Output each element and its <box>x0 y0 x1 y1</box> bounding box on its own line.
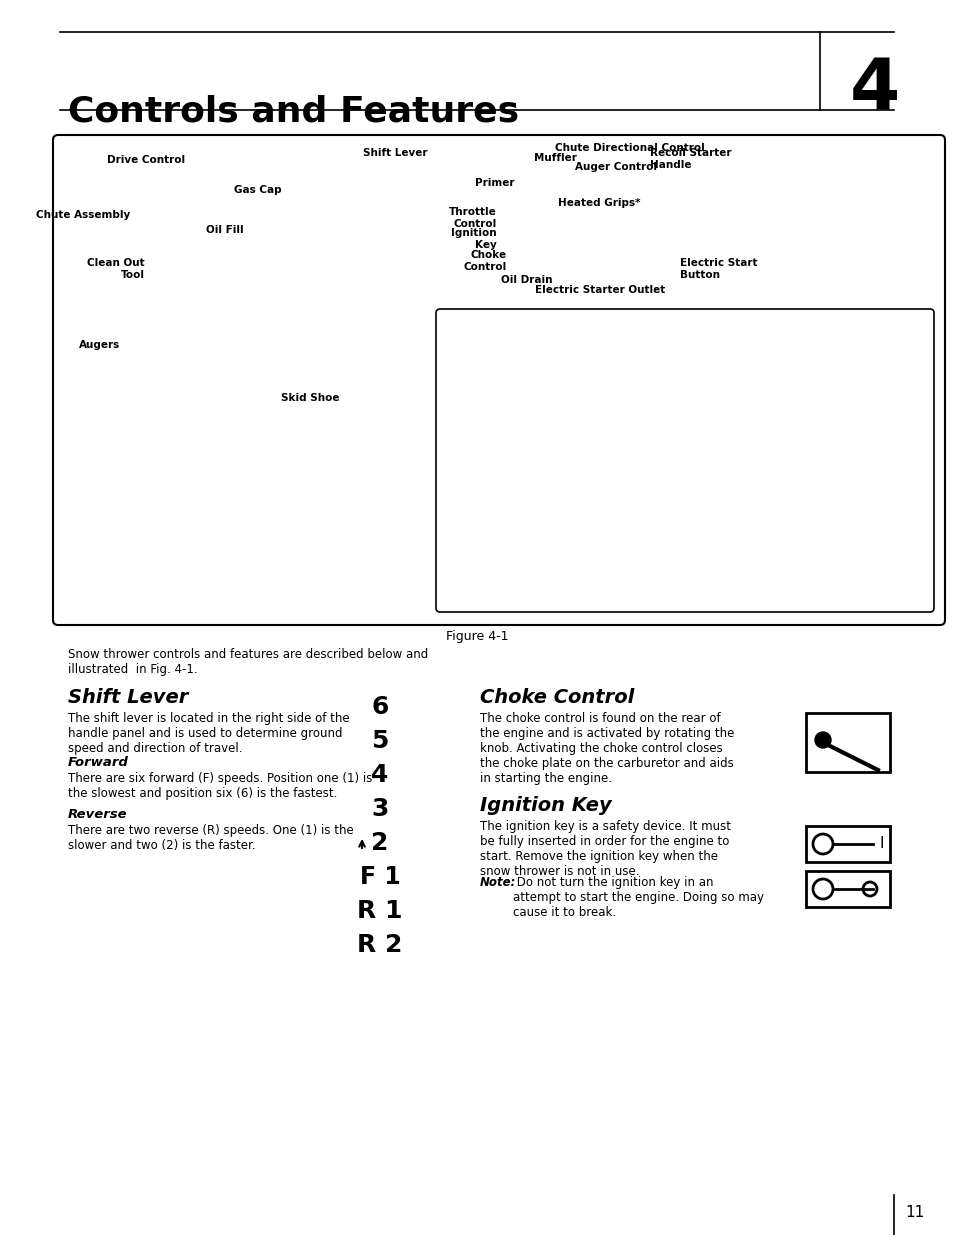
Text: 6: 6 <box>371 695 388 719</box>
Text: Auger Control: Auger Control <box>575 162 657 172</box>
Text: Figure 4-1: Figure 4-1 <box>445 630 508 643</box>
Text: R 2: R 2 <box>357 932 402 957</box>
Text: Ignition
Key: Ignition Key <box>451 228 497 249</box>
Text: Reverse: Reverse <box>68 808 128 821</box>
Text: There are two reverse (R) speeds. One (1) is the
slower and two (2) is the faste: There are two reverse (R) speeds. One (1… <box>68 824 354 852</box>
Text: There are six forward (F) speeds. Position one (1) is
the slowest and position s: There are six forward (F) speeds. Positi… <box>68 772 372 800</box>
Text: 3: 3 <box>371 797 388 821</box>
Text: Shift Lever: Shift Lever <box>68 688 188 706</box>
Text: 4: 4 <box>371 763 388 787</box>
Text: 5: 5 <box>371 729 388 753</box>
Text: 11: 11 <box>904 1205 923 1220</box>
Text: Oil Drain: Oil Drain <box>500 275 552 285</box>
FancyBboxPatch shape <box>436 309 933 613</box>
Text: F 1: F 1 <box>359 864 400 889</box>
FancyBboxPatch shape <box>53 135 944 625</box>
Circle shape <box>814 732 830 748</box>
Text: Clean Out
Tool: Clean Out Tool <box>88 258 145 279</box>
FancyBboxPatch shape <box>805 826 889 862</box>
Text: Throttle
Control: Throttle Control <box>449 207 497 228</box>
Text: Controls and Features: Controls and Features <box>68 95 518 128</box>
Text: The shift lever is located in the right side of the
handle panel and is used to : The shift lever is located in the right … <box>68 713 349 755</box>
Text: Oil Fill: Oil Fill <box>206 225 244 235</box>
Text: The ignition key is a safety device. It must
be fully inserted in order for the : The ignition key is a safety device. It … <box>479 820 730 878</box>
Text: Primer: Primer <box>475 178 515 188</box>
Text: Note:: Note: <box>479 876 516 889</box>
Text: Snow thrower controls and features are described below and
illustrated  in Fig. : Snow thrower controls and features are d… <box>68 648 428 676</box>
Text: Choke Control: Choke Control <box>479 688 634 706</box>
Text: Augers: Augers <box>79 340 120 350</box>
Text: Drive Control: Drive Control <box>107 156 185 165</box>
Text: Electric Start
Button: Electric Start Button <box>679 258 757 279</box>
Text: Heated Grips*: Heated Grips* <box>558 198 639 207</box>
Text: Skid Shoe: Skid Shoe <box>280 393 339 403</box>
Text: Forward: Forward <box>68 756 129 769</box>
Text: 4: 4 <box>849 56 900 124</box>
Text: Muffler: Muffler <box>533 153 576 163</box>
Text: Electric Starter Outlet: Electric Starter Outlet <box>535 285 664 295</box>
Text: I: I <box>879 836 883 851</box>
Text: Choke
Control: Choke Control <box>463 249 506 272</box>
Text: Shift Lever: Shift Lever <box>362 148 427 158</box>
Text: Chute Directional Control: Chute Directional Control <box>555 143 704 153</box>
Text: The choke control is found on the rear of
the engine and is activated by rotatin: The choke control is found on the rear o… <box>479 713 734 785</box>
Text: R 1: R 1 <box>356 899 402 923</box>
Text: Ignition Key: Ignition Key <box>479 797 611 815</box>
Text: Recoil Starter
Handle: Recoil Starter Handle <box>649 148 731 169</box>
Text: 2: 2 <box>371 831 388 855</box>
Text: Do not turn the ignition key in an
attempt to start the engine. Doing so may
cau: Do not turn the ignition key in an attem… <box>513 876 763 919</box>
Text: Chute Assembly: Chute Assembly <box>35 210 130 220</box>
FancyBboxPatch shape <box>805 713 889 772</box>
Text: Gas Cap: Gas Cap <box>233 185 281 195</box>
FancyBboxPatch shape <box>805 871 889 906</box>
